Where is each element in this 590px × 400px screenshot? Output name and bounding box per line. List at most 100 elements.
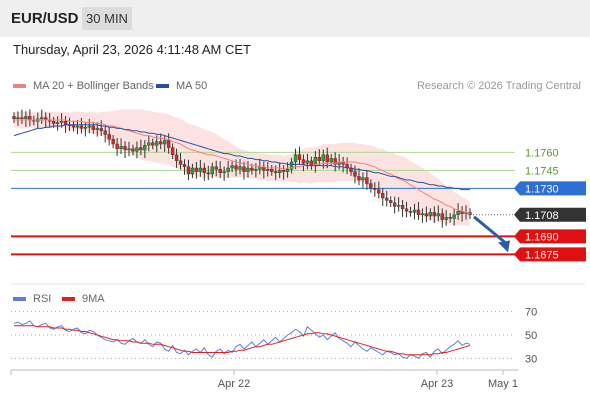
candle-body xyxy=(373,188,377,190)
ma9-swatch xyxy=(62,297,75,301)
candle-body xyxy=(424,213,429,217)
candle-body xyxy=(333,158,337,165)
candle-body xyxy=(428,212,433,217)
candle-body xyxy=(206,172,210,175)
candle-body xyxy=(115,143,119,150)
ma20-swatch xyxy=(13,84,26,88)
rsi-ma9-line xyxy=(14,325,471,356)
candle-body xyxy=(385,197,389,201)
candle-body xyxy=(83,126,88,129)
candle-body xyxy=(325,154,329,163)
candle-body xyxy=(416,209,421,215)
credit-label: Research © 2026 Trading Central xyxy=(416,80,581,92)
legend-ma50: MA 50 xyxy=(156,80,207,92)
rsi-tick-label-1: 50 xyxy=(525,330,537,342)
candle-body xyxy=(250,167,254,171)
candle-body xyxy=(214,166,218,170)
candle-body xyxy=(321,154,325,162)
candle-body xyxy=(174,154,179,162)
candle-body xyxy=(123,146,127,151)
x-tick-label-1: Apr 23 xyxy=(421,378,453,390)
candle-body xyxy=(365,177,369,184)
candle-body xyxy=(151,142,155,146)
legend-ma50-label: MA 50 xyxy=(176,80,208,92)
candle-body xyxy=(448,216,452,219)
candle-body xyxy=(361,177,365,181)
x-tick-label-0: Apr 22 xyxy=(218,378,250,390)
candle-body xyxy=(293,154,298,163)
candle-body xyxy=(186,166,191,175)
level-label-3: 1.1708 xyxy=(525,210,559,222)
legend-ma9: 9MA xyxy=(62,293,105,305)
candle-body xyxy=(131,148,135,152)
candle-body xyxy=(190,167,195,175)
timeframe-button[interactable]: 30 MIN xyxy=(82,7,132,30)
candle-body xyxy=(24,116,28,120)
candle-body xyxy=(166,140,171,148)
candles-group xyxy=(12,109,472,228)
level-label-2: 1.1730 xyxy=(525,183,559,195)
candle-body xyxy=(20,117,24,119)
candle-body xyxy=(178,160,183,165)
candle-body xyxy=(404,208,409,212)
candle-body xyxy=(16,117,20,119)
candle-body xyxy=(297,154,302,160)
level-label-1: 1.1745 xyxy=(525,165,559,177)
candle-body xyxy=(377,189,381,194)
candle-body xyxy=(353,171,357,177)
legend-ma9-label: 9MA xyxy=(82,293,105,305)
candle-body xyxy=(28,116,32,121)
candle-body xyxy=(285,168,290,172)
candle-body xyxy=(143,144,147,151)
candle-body xyxy=(412,209,417,213)
candle-body xyxy=(139,147,143,151)
forecast-arrow-line xyxy=(473,215,506,244)
candle-body xyxy=(79,125,84,129)
bollinger-band xyxy=(14,109,470,226)
level-label-0: 1.1760 xyxy=(525,147,559,159)
ma50-line xyxy=(13,124,470,191)
candle-body xyxy=(238,166,242,170)
rsi-tick-label-0: 70 xyxy=(525,307,537,319)
candle-body xyxy=(198,167,203,172)
datetime-label: Thursday, April 23, 2026 4:11:48 AM CET xyxy=(13,42,251,57)
candle-body xyxy=(301,159,306,164)
candle-body xyxy=(119,146,123,149)
rsi-swatch xyxy=(13,297,26,301)
legend-ma20-label: MA 20 + Bollinger Bands xyxy=(33,80,154,92)
candle-body xyxy=(452,214,456,219)
candle-body xyxy=(230,165,234,169)
ma50-swatch xyxy=(156,84,169,88)
candle-body xyxy=(281,170,286,172)
candle-body xyxy=(194,167,199,172)
x-tick-label-2: May 1 xyxy=(488,378,518,390)
candle-body xyxy=(107,134,111,140)
candle-body xyxy=(408,210,413,213)
candle-body xyxy=(75,125,80,128)
candle-body xyxy=(12,116,16,120)
candle-body xyxy=(242,166,246,172)
candle-body xyxy=(246,167,250,172)
level-tag-4 xyxy=(514,229,586,244)
candle-body xyxy=(218,168,222,173)
symbol-label: EUR/USD xyxy=(11,10,79,27)
candle-body xyxy=(436,213,440,217)
legend-rsi: RSI xyxy=(13,293,51,305)
candle-body xyxy=(51,120,56,124)
candle-body xyxy=(357,176,361,181)
top-bar: EUR/USD 30 MIN xyxy=(0,0,590,37)
candle-body xyxy=(270,168,274,172)
rsi-line xyxy=(13,320,471,359)
candle-body xyxy=(274,171,278,174)
candle-body xyxy=(40,117,44,119)
candle-body xyxy=(444,216,448,220)
candle-body xyxy=(432,212,437,217)
legend-ma20: MA 20 + Bollinger Bands xyxy=(13,80,154,92)
candle-body xyxy=(162,140,167,145)
level-label-5: 1.1675 xyxy=(525,249,559,261)
candle-body xyxy=(210,166,214,175)
candle-body xyxy=(111,138,115,145)
rsi-tick-label-2: 30 xyxy=(525,353,537,365)
